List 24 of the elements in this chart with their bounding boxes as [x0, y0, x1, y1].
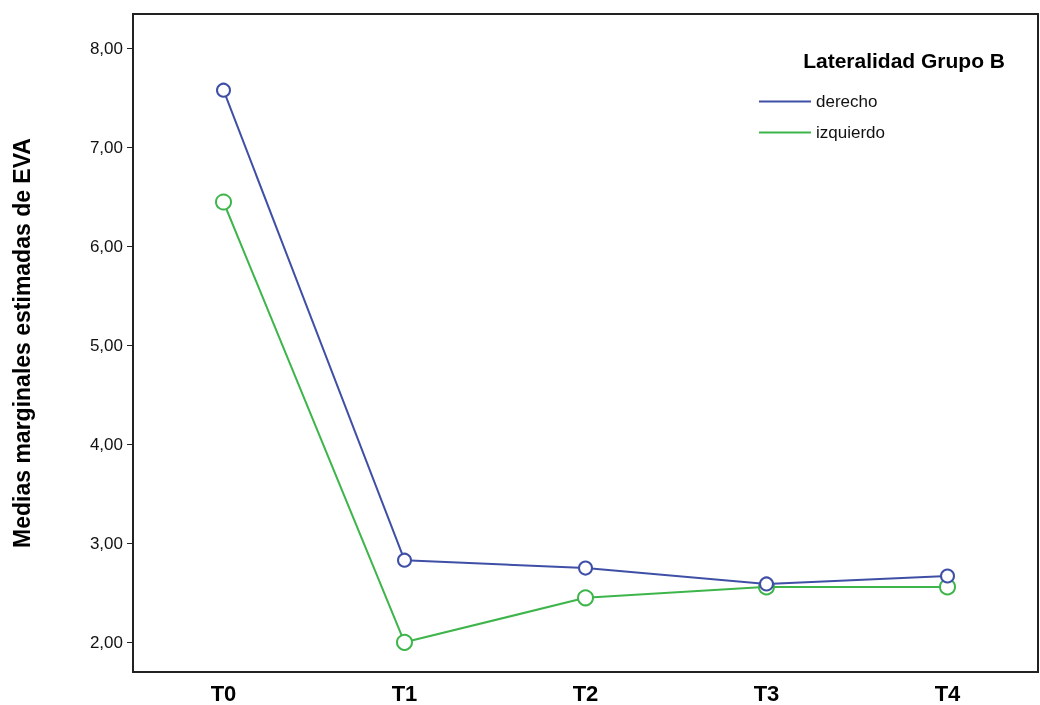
point — [940, 568, 955, 584]
point — [759, 576, 774, 592]
point — [216, 82, 231, 98]
y-tick-label: 7,00 — [89, 138, 123, 158]
point — [577, 589, 594, 607]
y-tick-label: 4,00 — [89, 434, 123, 454]
y-tick-label: 6,00 — [89, 237, 123, 257]
point — [578, 560, 593, 576]
x-tick-label: T4 — [934, 680, 962, 705]
x-tick-label: T1 — [391, 680, 418, 705]
point — [215, 193, 232, 211]
point — [396, 633, 413, 651]
y-tick-label: 5,00 — [89, 335, 123, 355]
y-tick-label: 8,00 — [89, 39, 123, 59]
x-tick-label: T2 — [572, 680, 599, 705]
legend-label: derecho — [816, 92, 878, 111]
y-axis-title: Medias marginales estimadas de EVA — [8, 138, 35, 548]
point — [397, 552, 412, 568]
legend-label: izquierdo — [816, 123, 886, 142]
y-tick-label: 3,00 — [89, 533, 123, 553]
y-tick-label: 2,00 — [89, 632, 123, 652]
x-tick-label: T3 — [753, 680, 780, 705]
x-tick-label: T0 — [210, 680, 237, 705]
legend-title: Lateralidad Grupo B — [803, 49, 1005, 72]
